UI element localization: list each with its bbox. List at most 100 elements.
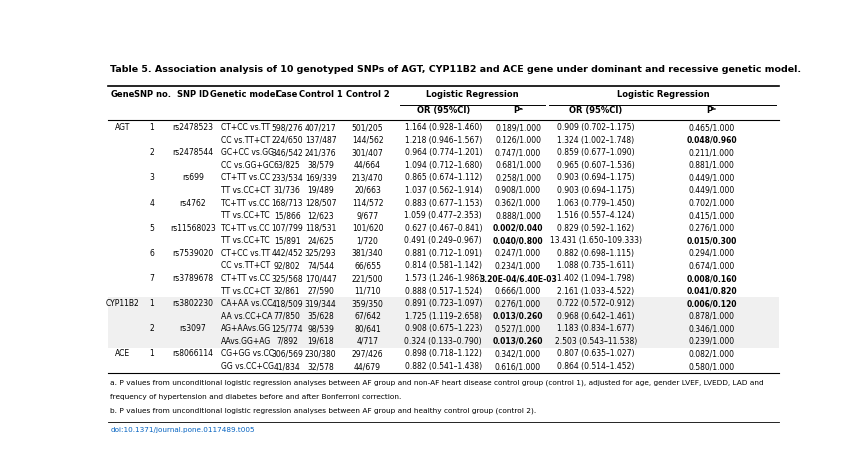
Text: 0.722 (0.572–0.912): 0.722 (0.572–0.912) bbox=[557, 299, 634, 308]
Text: 1.516 (0.557–4.124): 1.516 (0.557–4.124) bbox=[557, 211, 635, 220]
Text: rs11568023: rs11568023 bbox=[170, 224, 215, 233]
Text: CT+CC vs.TT: CT+CC vs.TT bbox=[221, 249, 270, 258]
Text: AGT: AGT bbox=[115, 123, 131, 132]
Text: a. P values from unconditional logistic regression analyses between AF group and: a. P values from unconditional logistic … bbox=[110, 379, 764, 386]
Text: Genetic model: Genetic model bbox=[210, 90, 279, 99]
Text: 598/276: 598/276 bbox=[272, 123, 303, 132]
Text: 101/620: 101/620 bbox=[352, 224, 383, 233]
Text: rs2478544: rs2478544 bbox=[172, 148, 214, 157]
Text: 0.082/1.000: 0.082/1.000 bbox=[689, 349, 734, 358]
Text: 169/339: 169/339 bbox=[304, 173, 336, 182]
Text: rs4762: rs4762 bbox=[180, 199, 206, 208]
Text: TT vs.CC+CT: TT vs.CC+CT bbox=[221, 186, 270, 195]
Text: CT+TT vs.CC: CT+TT vs.CC bbox=[221, 274, 270, 283]
Text: 0.968 (0.642–1.461): 0.968 (0.642–1.461) bbox=[557, 312, 635, 321]
Text: Logistic Regression: Logistic Regression bbox=[426, 90, 519, 99]
Text: 1.725 (1.119–2.658): 1.725 (1.119–2.658) bbox=[405, 312, 482, 321]
Text: 92/802: 92/802 bbox=[274, 261, 300, 270]
Text: 1.183 (0.834–1.677): 1.183 (0.834–1.677) bbox=[557, 324, 634, 333]
Text: 233/534: 233/534 bbox=[272, 173, 303, 182]
Text: 0.491 (0.249–0.967): 0.491 (0.249–0.967) bbox=[405, 236, 482, 245]
Text: 0.881/1.000: 0.881/1.000 bbox=[689, 161, 734, 170]
Text: Pᵃ: Pᵃ bbox=[513, 106, 523, 115]
Text: OR (95%CI): OR (95%CI) bbox=[569, 106, 623, 115]
Text: ACE: ACE bbox=[115, 349, 130, 358]
Text: 0.882 (0.698–1.115): 0.882 (0.698–1.115) bbox=[557, 249, 634, 258]
Text: 501/205: 501/205 bbox=[352, 123, 383, 132]
Bar bbox=[108, 310, 778, 322]
Text: 297/426: 297/426 bbox=[352, 349, 383, 358]
Text: 1.088 (0.735–1.611): 1.088 (0.735–1.611) bbox=[557, 261, 634, 270]
Bar bbox=[108, 335, 778, 348]
Text: 6: 6 bbox=[150, 249, 155, 258]
Text: 442/452: 442/452 bbox=[272, 249, 303, 258]
Text: 407/217: 407/217 bbox=[304, 123, 336, 132]
Text: 32/861: 32/861 bbox=[274, 287, 300, 295]
Text: 137/487: 137/487 bbox=[304, 135, 336, 145]
Text: 0.888 (0.517–1.524): 0.888 (0.517–1.524) bbox=[405, 287, 482, 295]
Text: 346/542: 346/542 bbox=[272, 148, 303, 157]
Text: 1: 1 bbox=[150, 349, 155, 358]
Text: 0.909 (0.702–1.175): 0.909 (0.702–1.175) bbox=[557, 123, 635, 132]
Text: 0.013/0.260: 0.013/0.260 bbox=[493, 312, 543, 321]
Text: 0.465/1.000: 0.465/1.000 bbox=[689, 123, 734, 132]
Text: 44/679: 44/679 bbox=[354, 362, 381, 371]
Bar bbox=[108, 297, 778, 310]
Text: 15/891: 15/891 bbox=[274, 236, 300, 245]
Text: 98/539: 98/539 bbox=[307, 324, 334, 333]
Text: 66/655: 66/655 bbox=[354, 261, 381, 270]
Text: 170/447: 170/447 bbox=[304, 274, 336, 283]
Text: CT+TT vs.CC: CT+TT vs.CC bbox=[221, 173, 270, 182]
Text: 7: 7 bbox=[150, 274, 155, 283]
Text: 1.094 (0.712–1.680): 1.094 (0.712–1.680) bbox=[405, 161, 482, 170]
Text: 1.402 (1.094–1.798): 1.402 (1.094–1.798) bbox=[557, 274, 634, 283]
Text: 144/562: 144/562 bbox=[352, 135, 383, 145]
Text: OR (95%CI): OR (95%CI) bbox=[417, 106, 470, 115]
Text: 0.276/1.000: 0.276/1.000 bbox=[495, 299, 541, 308]
Text: 0.040/0.800: 0.040/0.800 bbox=[493, 236, 543, 245]
Text: TT vs.CC+CT: TT vs.CC+CT bbox=[221, 287, 270, 295]
Text: SNP no.: SNP no. bbox=[133, 90, 170, 99]
Text: 0.908 (0.675–1.223): 0.908 (0.675–1.223) bbox=[405, 324, 482, 333]
Text: 15/866: 15/866 bbox=[273, 211, 300, 220]
Text: 0.903 (0.694–1.175): 0.903 (0.694–1.175) bbox=[557, 173, 635, 182]
Text: 0.258/1.000: 0.258/1.000 bbox=[495, 173, 541, 182]
Text: 0.878/1.000: 0.878/1.000 bbox=[689, 312, 734, 321]
Text: 301/407: 301/407 bbox=[352, 148, 383, 157]
Text: rs3802230: rs3802230 bbox=[172, 299, 214, 308]
Text: 0.882 (0.541–1.438): 0.882 (0.541–1.438) bbox=[405, 362, 482, 371]
Text: 1: 1 bbox=[150, 299, 155, 308]
Text: 0.449/1.000: 0.449/1.000 bbox=[689, 173, 734, 182]
Text: 80/641: 80/641 bbox=[354, 324, 381, 333]
Text: 0.580/1.000: 0.580/1.000 bbox=[689, 362, 734, 371]
Bar bbox=[108, 322, 778, 335]
Text: 27/590: 27/590 bbox=[307, 287, 334, 295]
Text: 0.126/1.000: 0.126/1.000 bbox=[495, 135, 541, 145]
Text: 0.002/0.040: 0.002/0.040 bbox=[493, 224, 543, 233]
Text: 0.702/1.000: 0.702/1.000 bbox=[689, 199, 734, 208]
Text: 32/578: 32/578 bbox=[307, 362, 334, 371]
Text: 0.013/0.260: 0.013/0.260 bbox=[493, 337, 543, 346]
Text: CC vs.TT+CT: CC vs.TT+CT bbox=[221, 261, 270, 270]
Text: 9/677: 9/677 bbox=[356, 211, 379, 220]
Text: 224/650: 224/650 bbox=[272, 135, 303, 145]
Text: doi:10.1371/journal.pone.0117489.t005: doi:10.1371/journal.pone.0117489.t005 bbox=[110, 427, 255, 433]
Text: CC vs.TT+CT: CC vs.TT+CT bbox=[221, 135, 270, 145]
Text: 19/618: 19/618 bbox=[307, 337, 334, 346]
Text: 0.814 (0.581–1.142): 0.814 (0.581–1.142) bbox=[405, 261, 482, 270]
Text: frequency of hypertension and diabetes before and after Bonferroni correction.: frequency of hypertension and diabetes b… bbox=[110, 394, 401, 400]
Text: 0.211/1.000: 0.211/1.000 bbox=[689, 148, 734, 157]
Text: 2.503 (0.543–11.538): 2.503 (0.543–11.538) bbox=[554, 337, 637, 346]
Text: 0.859 (0.677–1.090): 0.859 (0.677–1.090) bbox=[557, 148, 635, 157]
Text: rs7539020: rs7539020 bbox=[172, 249, 214, 258]
Text: 125/774: 125/774 bbox=[272, 324, 303, 333]
Text: 0.346/1.000: 0.346/1.000 bbox=[689, 324, 734, 333]
Text: 3: 3 bbox=[150, 173, 155, 182]
Text: 0.864 (0.514–1.452): 0.864 (0.514–1.452) bbox=[557, 362, 635, 371]
Text: Case: Case bbox=[276, 90, 298, 99]
Text: 2: 2 bbox=[150, 148, 155, 157]
Text: 0.881 (0.712–1.091): 0.881 (0.712–1.091) bbox=[405, 249, 482, 258]
Text: b. P values from unconditional logistic regression analyses between AF group and: b. P values from unconditional logistic … bbox=[110, 408, 536, 414]
Text: 0.276/1.000: 0.276/1.000 bbox=[689, 224, 734, 233]
Text: 1.324 (1.002–1.748): 1.324 (1.002–1.748) bbox=[557, 135, 634, 145]
